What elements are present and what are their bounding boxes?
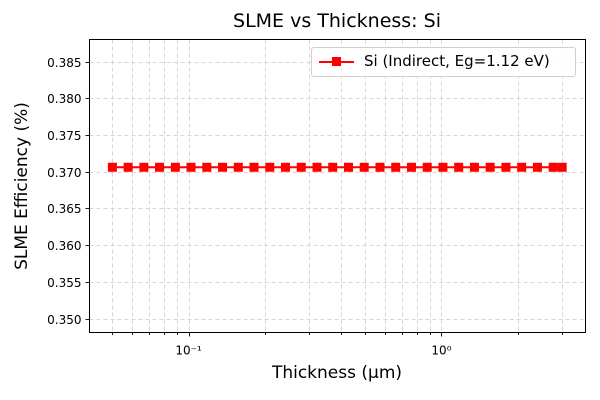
y-tick-label: 0.380 <box>47 92 81 106</box>
data-point-marker <box>218 162 228 172</box>
data-point-marker <box>233 162 243 172</box>
data-point-marker <box>265 162 275 172</box>
data-point-marker <box>485 162 495 172</box>
data-point-marker <box>249 162 259 172</box>
data-point-marker <box>202 162 212 172</box>
y-tick-label: 0.365 <box>47 202 81 216</box>
data-point-marker <box>107 162 117 172</box>
grid-lines <box>89 39 586 333</box>
y-tick-label: 0.375 <box>47 129 81 143</box>
data-point-marker <box>375 162 385 172</box>
x-axis-label: Thickness (µm) <box>271 363 403 383</box>
y-tick-label: 0.355 <box>47 276 81 290</box>
data-point-marker <box>469 162 479 172</box>
data-point-marker <box>548 162 558 172</box>
square-marker-icon <box>332 57 341 66</box>
legend: Si (Indirect, Eg=1.12 eV) <box>311 47 576 77</box>
data-point-marker <box>296 162 306 172</box>
x-tick-label: 10⁰ <box>431 344 451 358</box>
data-point-marker <box>391 162 401 172</box>
data-point-marker <box>422 162 432 172</box>
data-point-marker <box>406 162 416 172</box>
data-point-marker <box>312 162 322 172</box>
plot-frame <box>89 39 586 333</box>
legend-label: Si (Indirect, Eg=1.12 eV) <box>364 52 550 70</box>
data-point-marker <box>454 162 464 172</box>
data-point-marker <box>557 162 567 172</box>
data-point-marker <box>170 162 180 172</box>
data-point-marker <box>343 162 353 172</box>
data-point-marker <box>359 162 369 172</box>
data-series <box>107 162 567 172</box>
y-tick-label: 0.385 <box>47 56 81 70</box>
data-point-marker <box>186 162 196 172</box>
data-point-marker <box>123 162 133 172</box>
data-point-marker <box>155 162 165 172</box>
data-point-marker <box>501 162 511 172</box>
y-axis-label: SLME Efficiency (%) <box>12 102 32 270</box>
axis-ticks: 10⁻¹ 10⁰ 0.350 0.355 0.360 0.365 0.370 0.375 0.3… <box>47 56 563 358</box>
data-point-marker <box>438 162 448 172</box>
data-point-marker <box>328 162 338 172</box>
data-point-marker <box>280 162 290 172</box>
x-tick-label: 10⁻¹ <box>175 344 202 358</box>
data-point-marker <box>532 162 542 172</box>
y-tick-label: 0.360 <box>47 239 81 253</box>
data-point-marker <box>139 162 149 172</box>
y-tick-label: 0.370 <box>47 166 81 180</box>
data-point-marker <box>517 162 527 172</box>
chart-title: SLME vs Thickness: Si <box>233 10 441 32</box>
y-tick-label: 0.350 <box>47 313 81 327</box>
